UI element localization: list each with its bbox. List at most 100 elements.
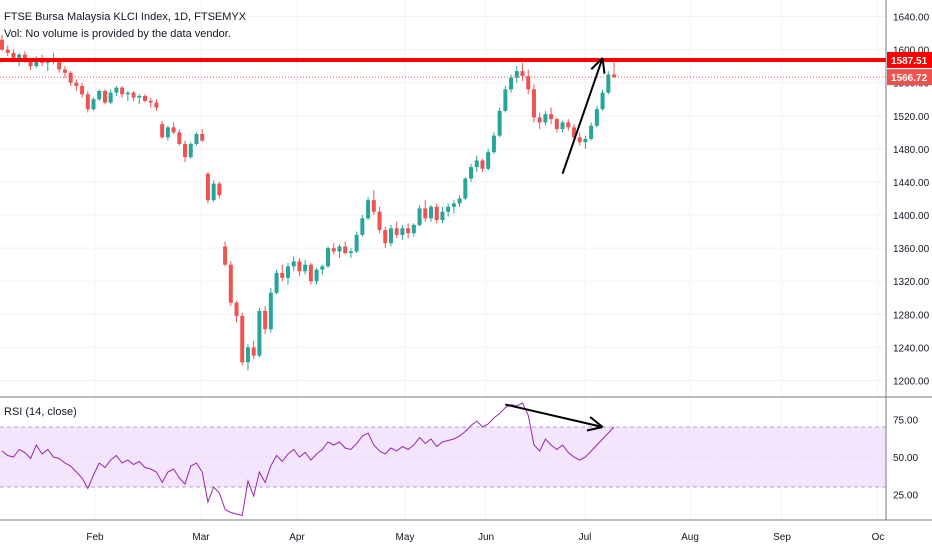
candle [286,263,290,285]
candle-body [440,211,445,221]
candle-body [102,90,107,103]
candle [263,306,268,335]
candle-body [572,127,576,138]
candle [360,215,365,237]
candle [257,307,262,358]
candle [154,99,159,111]
candle [331,243,336,255]
candle-body [554,119,559,130]
candle [589,122,594,141]
candle [566,119,571,131]
candle [486,148,491,171]
candle-body [125,92,130,95]
candle [354,231,359,254]
candle-body [274,272,279,293]
candle-body [165,127,170,138]
arrow-shaft [561,57,604,175]
candle-body [85,94,90,110]
candle [91,97,96,111]
candle-body [22,54,27,62]
candle [371,190,376,216]
time-tick-label: May [396,532,415,543]
candle [583,135,588,149]
candle [234,301,239,323]
candle-body [526,76,531,90]
candle-body [406,228,411,234]
time-tick-label: Oc [872,532,885,543]
candle-body [451,203,456,207]
candle-body [154,102,159,108]
candle [5,45,10,57]
candle-body [74,82,79,87]
candle-body [211,183,216,201]
candle [480,158,485,173]
candle-body [62,69,67,73]
candle-body [491,135,496,153]
candle [446,203,451,217]
candle-body [108,92,113,103]
candle-body [411,224,416,234]
candle [280,264,285,282]
candle-body [257,310,262,356]
candle [194,132,199,146]
candle-body [366,200,371,219]
candle [240,312,245,366]
candle [531,84,536,123]
candle-body [543,114,548,123]
candle [228,261,233,307]
candle-body [28,61,33,67]
rsi-trend-arrow [505,403,604,432]
price-tick-label: 1640.00 [893,13,930,24]
chart-title: FTSE Bursa Malaysia KLCI Index, 1D, FTSE… [4,11,247,23]
candle [400,224,405,240]
candle [326,246,331,268]
candle-body [34,57,39,67]
candle [62,66,67,78]
candle [463,176,468,201]
candle [343,241,348,255]
time-tick-label: Feb [86,532,104,543]
candle-body [228,264,233,303]
candle-body [240,315,245,363]
candle-body [131,92,136,98]
rsi-line [1,402,615,517]
rsi-tick-label: 50.00 [893,453,918,464]
candle [114,86,119,96]
candle-body [400,228,405,235]
candle [314,267,319,285]
candle-body [97,90,102,100]
candle-body [200,133,205,141]
time-tick-label: Sep [773,532,791,543]
candle [171,122,176,134]
candle-body [205,173,210,201]
time-tick-label: Jun [478,532,494,543]
candle [68,71,73,87]
candle [491,132,496,154]
price-tick-label: 1280.00 [893,310,930,321]
candle-body [463,178,468,199]
candle-body [217,183,222,196]
candle-body [137,95,142,98]
candle-body [234,302,239,316]
candle-body [514,71,519,78]
rsi-tick-label: 25.00 [893,491,918,502]
candle [577,132,582,146]
candle [120,86,125,98]
candle-body [183,143,188,158]
candle [308,263,313,285]
candle-body [308,264,313,282]
arrow-head [601,57,606,74]
candle-body [337,246,342,252]
rsi-label: RSI (14, close) [4,406,77,418]
candles-group [0,34,617,371]
volume-note: Vol: No volume is provided by the data v… [4,28,231,40]
candle-body [314,269,319,282]
price-tick-label: 1600.00 [893,46,930,57]
candle-body [17,54,22,58]
candle-body [606,74,611,93]
candle-body [57,61,62,70]
candle-body [343,246,348,254]
candle [211,180,216,202]
